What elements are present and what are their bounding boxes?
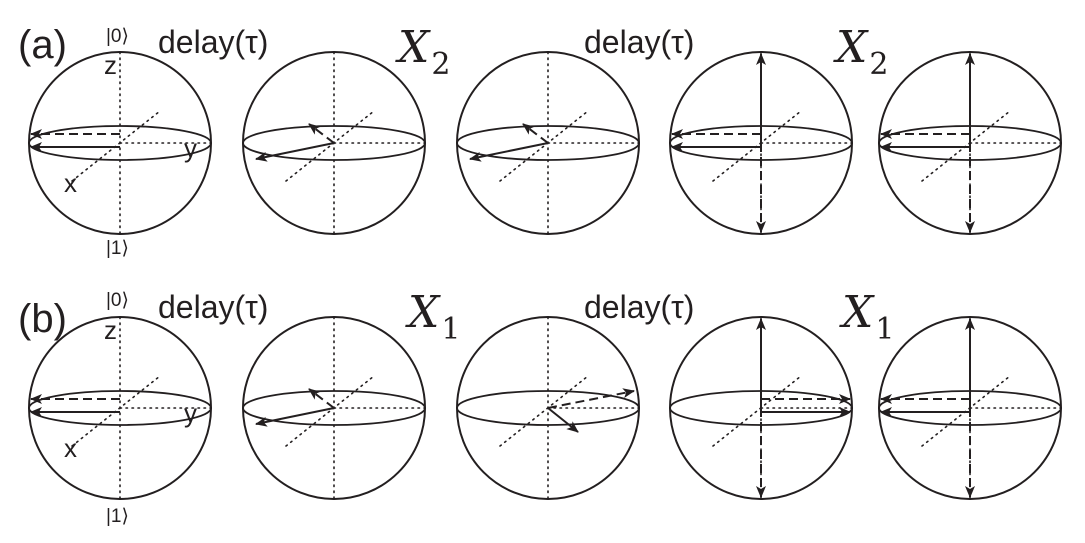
panel-a: (a) |0⟩ |1⟩ z y x delay(τ) X2 delay(τ) X…	[18, 22, 888, 259]
dashed-vector-arrow	[522, 123, 549, 144]
panel-a-ket-top: |0⟩	[106, 26, 129, 47]
gate-symbol: X	[395, 22, 431, 73]
bloch-sphere-b-3	[456, 316, 640, 500]
solid-vector-arrow	[547, 407, 579, 433]
panel-b-axis-y: y	[184, 398, 197, 428]
bloch-sphere-a-5	[878, 51, 1062, 235]
x-axis-dotted	[499, 110, 589, 182]
bloch-sphere-b-4	[669, 316, 853, 500]
gate-symbol: X	[405, 287, 441, 338]
bloch-sphere-a-3	[456, 51, 640, 235]
solid-vector-arrow	[469, 142, 549, 162]
bloch-sphere-a-1	[28, 51, 212, 235]
solid-vector-arrow	[255, 407, 335, 427]
panel-a-axis-z: z	[104, 50, 117, 80]
dashed-vector-arrow	[308, 388, 335, 409]
bloch-spheres	[28, 51, 1062, 500]
gate-subscript: 2	[869, 47, 888, 82]
gate-subscript: 2	[431, 47, 450, 82]
panel-b-op-1-delay: delay(τ)	[158, 289, 268, 325]
solid-vector-arrow	[255, 142, 335, 162]
panel-b-op-2-gate: X1	[405, 287, 460, 347]
gate-symbol: X	[839, 287, 875, 338]
x-axis-dotted	[285, 110, 375, 182]
bloch-sphere-b-1	[28, 316, 212, 500]
panel-a-op-3-delay: delay(τ)	[584, 24, 694, 60]
panel-b-ket-bottom: |1⟩	[106, 506, 129, 527]
dashed-vector-arrow	[308, 123, 335, 144]
panel-b-op-3-delay: delay(τ)	[584, 289, 694, 325]
bloch-sphere-a-2	[242, 51, 426, 235]
panel-b-ket-top: |0⟩	[106, 290, 129, 311]
x-axis-dotted	[285, 375, 375, 447]
panel-b-label: (b)	[18, 297, 67, 341]
panel-a-axis-y: y	[184, 133, 197, 163]
panel-b-axis-x: x	[64, 433, 77, 463]
panel-a-op-4-gate: X2	[833, 22, 888, 82]
panel-a-op-2-gate: X2	[395, 22, 450, 82]
panel-a-axis-x: x	[64, 168, 77, 198]
panel-b-op-4-gate: X1	[839, 287, 894, 347]
gate-subscript: 1	[441, 312, 460, 347]
gate-subscript: 1	[875, 312, 894, 347]
panel-b: (b) |0⟩ |1⟩ z y x delay(τ) X1 delay(τ) X…	[18, 287, 894, 527]
gate-symbol: X	[833, 22, 869, 73]
panel-a-label: (a)	[18, 23, 67, 67]
panel-a-op-1-delay: delay(τ)	[158, 24, 268, 60]
bloch-sphere-a-4	[669, 51, 853, 235]
panel-b-axis-z: z	[104, 315, 117, 345]
x-axis-dotted	[712, 375, 802, 447]
panel-a-ket-bottom: |1⟩	[106, 238, 129, 259]
bloch-sphere-b-2	[242, 316, 426, 500]
bloch-sphere-b-5	[878, 316, 1062, 500]
x-axis-dotted	[499, 375, 589, 447]
dashed-vector-arrow	[547, 388, 635, 409]
